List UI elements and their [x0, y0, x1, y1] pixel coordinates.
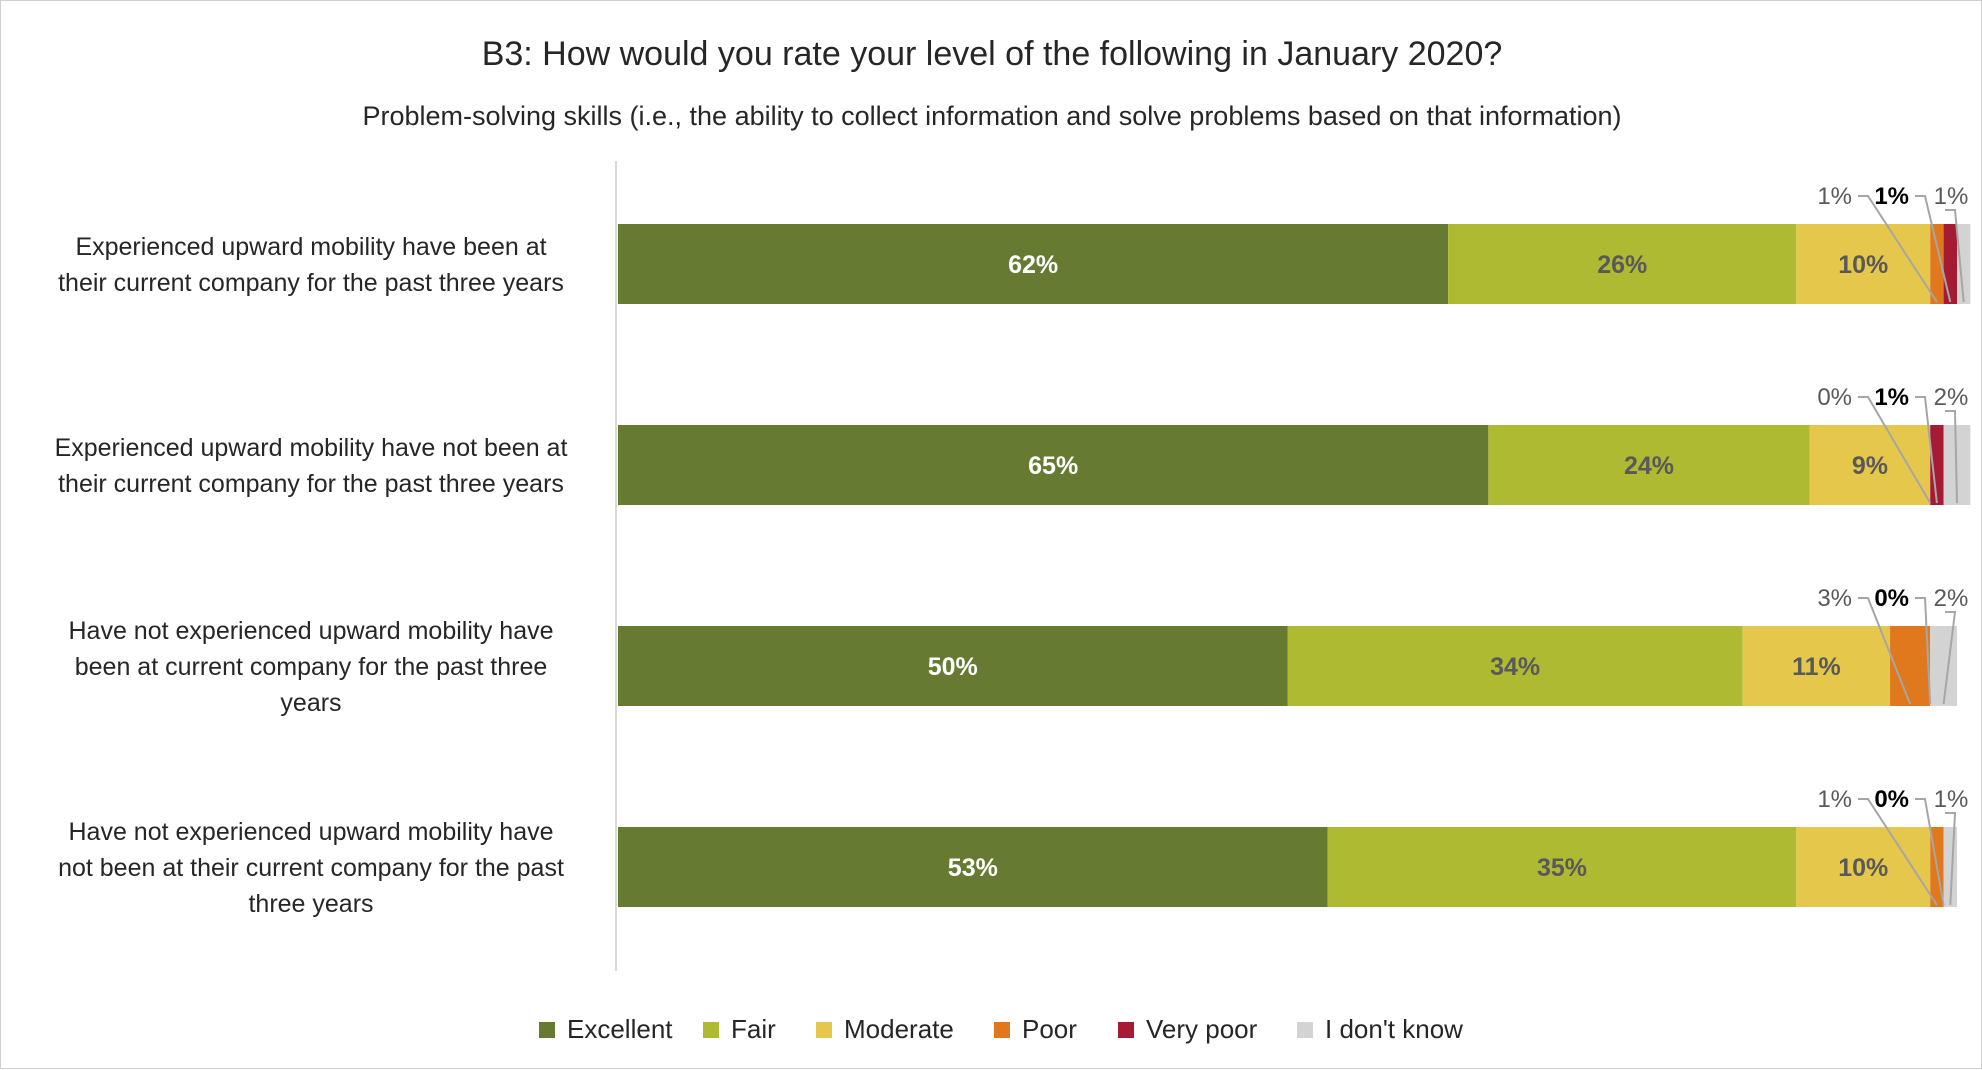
data-label: 9% [1852, 452, 1888, 480]
data-label: 62% [1008, 251, 1058, 279]
data-label: 50% [928, 653, 978, 681]
bar-segment-moderate [1742, 626, 1891, 706]
data-label: 26% [1597, 251, 1647, 279]
leader-line [1858, 195, 1938, 303]
legend-label: Poor [1022, 1014, 1077, 1044]
bar-segment-very-poor [1943, 224, 1957, 304]
legend-swatch [1297, 1022, 1313, 1038]
callout-label: 1% [1874, 183, 1909, 210]
category-label: Experienced upward mobility have not bee… [55, 434, 568, 498]
callout-label: 3% [1817, 585, 1852, 612]
legend-swatch [994, 1022, 1010, 1038]
legend-label: I don't know [1325, 1014, 1463, 1044]
bar-segment-poor [1930, 224, 1944, 304]
chart-subtitle: Problem-solving skills (i.e., the abilit… [362, 101, 1621, 131]
data-label: 24% [1624, 452, 1674, 480]
bar-segment-excellent [618, 425, 1489, 505]
bar-segment-poor [1890, 626, 1931, 706]
leader-line [1915, 597, 1932, 705]
bar-segment-fair [1488, 425, 1810, 505]
bar-segment-moderate [1796, 224, 1931, 304]
callout-label: 2% [1934, 384, 1969, 411]
bar-segment-excellent [618, 827, 1328, 907]
leader-line [1858, 798, 1938, 906]
data-label: 65% [1028, 452, 1078, 480]
legend-swatch [703, 1022, 719, 1038]
callout-label: 0% [1874, 585, 1909, 612]
callout-label: 0% [1874, 786, 1909, 813]
leader-line [1945, 209, 1965, 303]
leader-line [1945, 410, 1958, 504]
legend-label: Fair [731, 1014, 776, 1044]
leader-line [1858, 597, 1912, 705]
leader-line [1858, 396, 1932, 504]
legend: Excellent Fair Moderate Poor Very poor I don'… [539, 1014, 1463, 1044]
category-label: Experienced upward mobility have been at… [58, 233, 564, 297]
callout-label: 1% [1934, 183, 1969, 210]
bars: 62% 26% 10% 65% 24% 9% 50% 34% 11% 53% 35% 10% [618, 224, 1971, 907]
callout-label: 1% [1874, 384, 1909, 411]
callout-label: 1% [1817, 786, 1852, 813]
data-label: 34% [1490, 653, 1540, 681]
data-label: 11% [1792, 653, 1841, 681]
callout-label: 2% [1934, 585, 1969, 612]
legend-swatch [539, 1022, 555, 1038]
leader-line [1942, 611, 1957, 705]
bar-segment-i-don-t-know [1957, 224, 1971, 304]
callout-label: 0% [1817, 384, 1852, 411]
leader-line [1915, 195, 1952, 303]
legend-label: Excellent [567, 1014, 673, 1044]
bar-segment-very-poor [1930, 425, 1944, 505]
category-labels: Experienced upward mobility have been at… [55, 233, 568, 918]
bar-segment-fair [1287, 626, 1743, 706]
bar-segment-fair [1327, 827, 1797, 907]
data-label: 35% [1537, 854, 1587, 882]
leader-line [1945, 812, 1957, 906]
callout-label: 1% [1934, 786, 1969, 813]
category-label: Have not experienced upward mobility hav… [58, 818, 564, 918]
bar-segment-fair [1448, 224, 1797, 304]
bar-segment-moderate [1796, 827, 1931, 907]
data-label: 10% [1838, 251, 1888, 279]
bar-segment-moderate [1809, 425, 1931, 505]
data-label: 10% [1838, 854, 1888, 882]
category-label: Have not experienced upward mobility hav… [69, 617, 554, 717]
legend-label: Moderate [844, 1014, 954, 1044]
leader-line [1915, 798, 1945, 906]
bar-segment-excellent [618, 224, 1449, 304]
callout-labels: 1% 1% 1% 0% 1% 2% 3% 0% 2% 1% 0% 1% [1817, 183, 1969, 906]
data-label: 53% [948, 854, 998, 882]
legend-swatch [816, 1022, 832, 1038]
callout-label: 1% [1817, 183, 1852, 210]
legend-swatch [1118, 1022, 1134, 1038]
legend-label: Very poor [1146, 1014, 1258, 1044]
bar-segment-excellent [618, 626, 1288, 706]
bar-segment-i-don-t-know [1930, 626, 1957, 706]
leader-line [1915, 396, 1938, 504]
chart-title: B3: How would you rate your level of the… [482, 35, 1503, 73]
